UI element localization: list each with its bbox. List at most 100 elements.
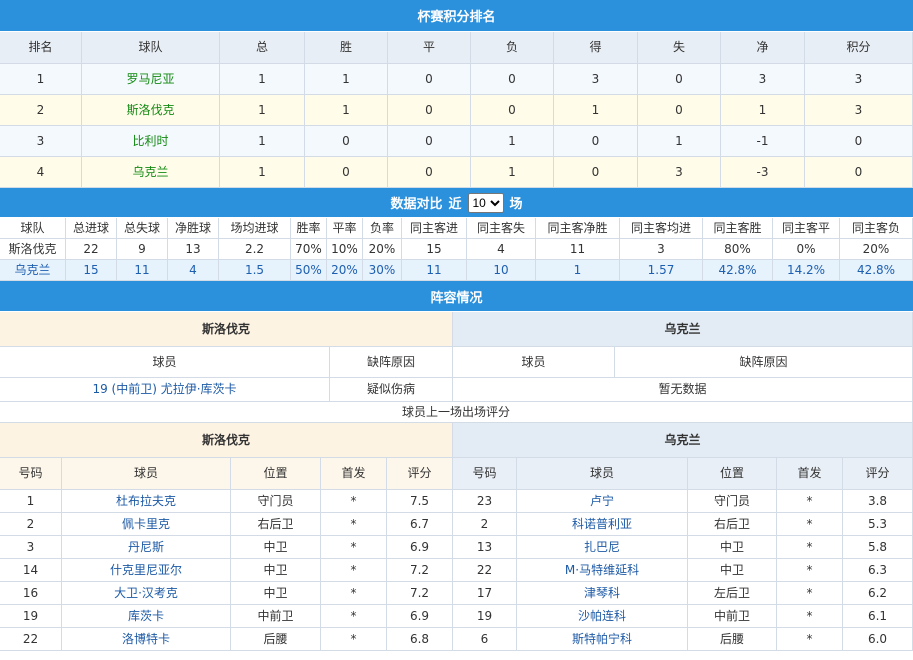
- cell: 3: [805, 95, 913, 126]
- cell: 后腰: [688, 628, 777, 651]
- cell: 1.5: [219, 260, 291, 281]
- cell: 20%: [840, 239, 913, 260]
- cell: 6.7: [387, 513, 453, 536]
- column-header: 同主客净胜: [536, 218, 620, 239]
- cell: 0: [388, 126, 471, 157]
- cell: 扎巴尼: [517, 536, 688, 559]
- cell: 什克里尼亚尔: [62, 559, 231, 582]
- cell: *: [777, 490, 843, 513]
- cell: *: [777, 582, 843, 605]
- cell: 14: [0, 559, 62, 582]
- cell: 80%: [703, 239, 773, 260]
- column-header: 负: [471, 32, 554, 64]
- column-header: 负率: [363, 218, 402, 239]
- cell: 22: [66, 239, 117, 260]
- cell: *: [321, 582, 387, 605]
- bar-title: 阵容情况: [430, 290, 483, 306]
- cell: 中卫: [231, 559, 321, 582]
- column-header: 胜率: [291, 218, 327, 239]
- column-header: 同主客进: [402, 218, 467, 239]
- cell: 1: [554, 95, 638, 126]
- cell: 3: [0, 126, 82, 157]
- standings-bar: 杯赛积分排名: [0, 0, 913, 32]
- cell: 比利时: [82, 126, 220, 157]
- cell: 罗马尼亚: [82, 64, 220, 95]
- cell: 42.8%: [840, 260, 913, 281]
- cell: *: [777, 536, 843, 559]
- cell: 3.8: [843, 490, 913, 513]
- cell: 0: [305, 157, 388, 188]
- cell: 1: [638, 126, 721, 157]
- cell: 15: [66, 260, 117, 281]
- cell: 津琴科: [517, 582, 688, 605]
- cell: 16: [0, 582, 62, 605]
- cell: *: [321, 605, 387, 628]
- cell: 6.9: [387, 605, 453, 628]
- cell: 右后卫: [231, 513, 321, 536]
- cell: -3: [721, 157, 805, 188]
- cell: 13: [168, 239, 219, 260]
- cell: 1: [721, 95, 805, 126]
- cell: 0: [388, 157, 471, 188]
- team-header: 乌克兰: [453, 423, 913, 458]
- cell: 守门员: [688, 490, 777, 513]
- column-header: 胜: [305, 32, 388, 64]
- cell: 7.2: [387, 582, 453, 605]
- cell: 10: [467, 260, 536, 281]
- column-header: 位置: [688, 458, 777, 490]
- column-header: 排名: [0, 32, 82, 64]
- cell: 后腰: [231, 628, 321, 651]
- cell: 2: [453, 513, 517, 536]
- cell: 斯特帕宁科: [517, 628, 688, 651]
- cell: 4: [467, 239, 536, 260]
- cell: 3: [721, 64, 805, 95]
- recent-prefix: 近: [448, 197, 462, 212]
- cell: 6.3: [843, 559, 913, 582]
- cell: 1: [471, 157, 554, 188]
- column-header: 球员: [453, 347, 615, 378]
- cell: 乌克兰: [0, 260, 66, 281]
- column-header: 缺阵原因: [330, 347, 453, 378]
- cell: 10%: [327, 239, 363, 260]
- cell: 3: [554, 64, 638, 95]
- column-header: 同主客平: [773, 218, 840, 239]
- cell: 1.57: [620, 260, 703, 281]
- column-header: 首发: [321, 458, 387, 490]
- cell: *: [321, 490, 387, 513]
- cell: 卢宁: [517, 490, 688, 513]
- column-header: 平: [388, 32, 471, 64]
- cell: 科诺普利亚: [517, 513, 688, 536]
- cell: 中前卫: [688, 605, 777, 628]
- cell: 3: [805, 64, 913, 95]
- cell: 15: [402, 239, 467, 260]
- column-header: 场均进球: [219, 218, 291, 239]
- cell: 右后卫: [688, 513, 777, 536]
- cell: 沙帕连科: [517, 605, 688, 628]
- cell: 6.1: [843, 605, 913, 628]
- cell: *: [777, 628, 843, 651]
- cell: 0: [805, 157, 913, 188]
- column-header: 同主客负: [840, 218, 913, 239]
- column-header: 总进球: [66, 218, 117, 239]
- cell: 丹尼斯: [62, 536, 231, 559]
- column-header: 球员: [517, 458, 688, 490]
- cell: 9: [117, 239, 168, 260]
- recent-select[interactable]: 10: [467, 192, 504, 213]
- cell: 6.9: [387, 536, 453, 559]
- column-header: 同主客均进: [620, 218, 703, 239]
- cell: -1: [721, 126, 805, 157]
- cell: 6.2: [843, 582, 913, 605]
- cell: 1: [220, 157, 305, 188]
- column-header: 号码: [0, 458, 62, 490]
- column-header: 净: [721, 32, 805, 64]
- cell: 0: [471, 95, 554, 126]
- cell: 2.2: [219, 239, 291, 260]
- cell: 洛博特卡: [62, 628, 231, 651]
- column-header: 同主客失: [467, 218, 536, 239]
- column-header: 位置: [231, 458, 321, 490]
- cell: 左后卫: [688, 582, 777, 605]
- cell: 42.8%: [703, 260, 773, 281]
- cell: 1: [220, 64, 305, 95]
- cell: 中卫: [688, 536, 777, 559]
